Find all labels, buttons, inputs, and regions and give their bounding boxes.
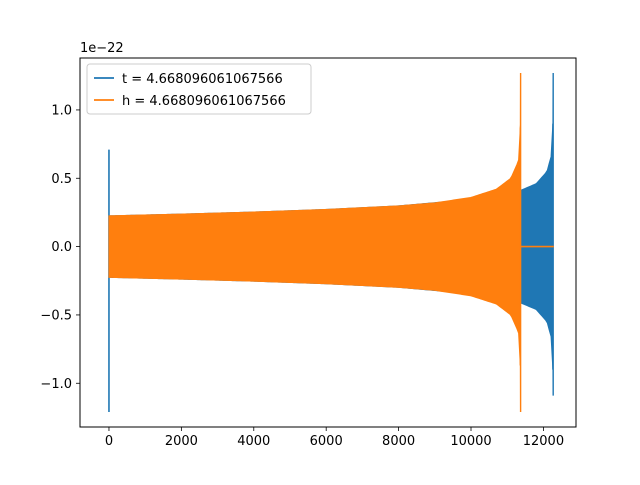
y-tick-label: 0.0 bbox=[51, 240, 72, 255]
x-tick-label: 2000 bbox=[165, 434, 198, 449]
y-tick-label: −0.5 bbox=[40, 308, 72, 323]
y-tick-label: 1.0 bbox=[51, 103, 72, 118]
x-tick-label: 0 bbox=[105, 434, 113, 449]
x-tick-label: 12000 bbox=[523, 434, 564, 449]
x-tick-label: 8000 bbox=[382, 434, 415, 449]
x-tick-label: 4000 bbox=[237, 434, 270, 449]
x-tick-label: 6000 bbox=[310, 434, 343, 449]
legend: t = 4.668096061067566 h = 4.6680960610675… bbox=[87, 64, 311, 114]
y-tick-label: −1.0 bbox=[40, 377, 72, 392]
legend-label: t = 4.668096061067566 bbox=[122, 72, 283, 87]
x-tick-label: 10000 bbox=[450, 434, 491, 449]
legend-label: h = 4.668096061067566 bbox=[122, 94, 286, 109]
y-axis-offset-text: 1e−22 bbox=[80, 41, 124, 56]
y-tick-label: 0.5 bbox=[51, 172, 72, 187]
